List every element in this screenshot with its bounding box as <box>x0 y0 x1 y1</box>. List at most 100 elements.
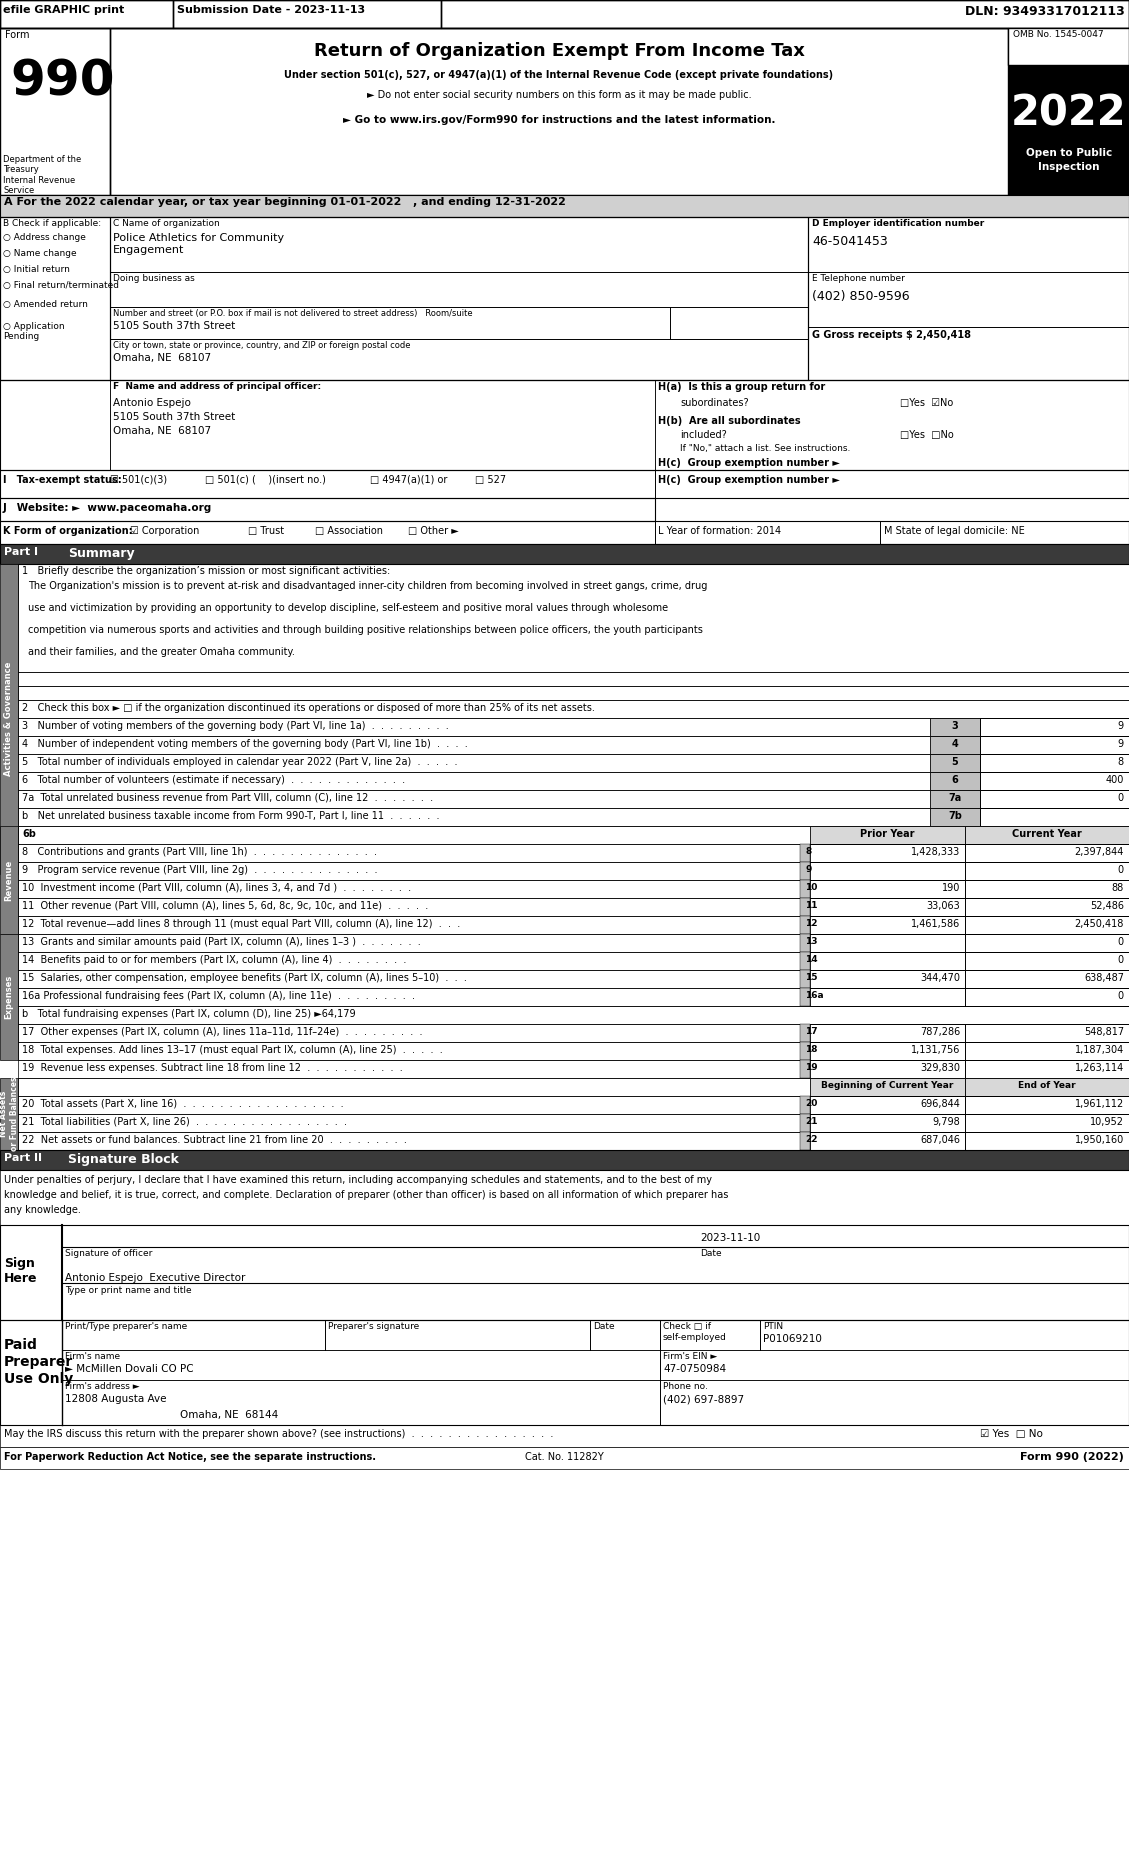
Bar <box>18 1131 1129 1150</box>
Text: Firm's address ►: Firm's address ► <box>65 1381 140 1391</box>
Bar <box>0 1077 18 1150</box>
Text: L Year of formation: 2014: L Year of formation: 2014 <box>658 526 781 537</box>
Text: 5   Total number of individuals employed in calendar year 2022 (Part V, line 2a): 5 Total number of individuals employed i… <box>21 757 457 766</box>
Bar <box>965 1096 1129 1115</box>
Bar <box>110 216 808 380</box>
Bar <box>809 1115 965 1131</box>
Bar <box>809 1023 965 1042</box>
Text: ☑ Yes  □ No: ☑ Yes □ No <box>980 1430 1043 1439</box>
Bar <box>18 1115 1129 1131</box>
Bar <box>62 1379 1129 1424</box>
Text: 5105 South 37th Street: 5105 South 37th Street <box>113 412 235 421</box>
Text: 13: 13 <box>805 938 817 947</box>
Bar <box>800 934 809 953</box>
Text: J   Website: ►  www.paceomaha.org: J Website: ► www.paceomaha.org <box>3 503 212 513</box>
Text: 2023-11-10: 2023-11-10 <box>700 1232 760 1243</box>
Text: Department of the
Treasury
Internal Revenue
Service: Department of the Treasury Internal Reve… <box>3 155 81 196</box>
Text: Prior Year: Prior Year <box>860 829 914 839</box>
Text: 5105 South 37th Street: 5105 South 37th Street <box>113 321 235 332</box>
Bar <box>18 915 1129 934</box>
Text: (402) 850-9596: (402) 850-9596 <box>812 291 910 304</box>
Text: Type or print name and title: Type or print name and title <box>65 1286 192 1295</box>
Text: 17: 17 <box>805 1027 817 1036</box>
Bar <box>809 934 965 953</box>
Text: 344,470: 344,470 <box>920 973 960 982</box>
Text: 0: 0 <box>1118 938 1124 947</box>
Text: 1,461,586: 1,461,586 <box>911 919 960 928</box>
Bar <box>809 953 965 969</box>
Text: 18: 18 <box>805 1046 817 1053</box>
Bar <box>0 0 173 28</box>
Bar <box>800 969 809 988</box>
Text: 12808 Augusta Ave: 12808 Augusta Ave <box>65 1394 166 1404</box>
Text: ► McMillen Dovali CO PC: ► McMillen Dovali CO PC <box>65 1364 194 1374</box>
Text: Signature of officer: Signature of officer <box>65 1249 152 1258</box>
Bar <box>18 934 1129 953</box>
Bar <box>809 988 965 1007</box>
Text: self-employed: self-employed <box>663 1333 727 1342</box>
Text: Here: Here <box>5 1271 37 1284</box>
Text: 4: 4 <box>952 738 959 749</box>
Bar <box>800 1042 809 1061</box>
Text: 15  Salaries, other compensation, employee benefits (Part IX, column (A), lines : 15 Salaries, other compensation, employe… <box>21 973 467 982</box>
Text: 4   Number of independent voting members of the governing body (Part VI, line 1b: 4 Number of independent voting members o… <box>21 738 467 749</box>
Text: b   Total fundraising expenses (Part IX, column (D), line 25) ►64,179: b Total fundraising expenses (Part IX, c… <box>21 1008 356 1020</box>
Text: ► Do not enter social security numbers on this form as it may be made public.: ► Do not enter social security numbers o… <box>367 89 751 101</box>
Text: 5: 5 <box>952 757 959 766</box>
Text: 46-5041453: 46-5041453 <box>812 235 887 248</box>
Bar <box>809 898 965 915</box>
Text: 548,817: 548,817 <box>1084 1027 1124 1036</box>
Text: Check □ if: Check □ if <box>663 1322 711 1331</box>
Bar <box>809 1131 965 1150</box>
Text: ○ Address change: ○ Address change <box>3 233 86 242</box>
Text: 7b: 7b <box>948 811 962 820</box>
Bar <box>800 1131 809 1150</box>
Text: efile GRAPHIC print: efile GRAPHIC print <box>3 6 124 15</box>
Text: 1,187,304: 1,187,304 <box>1075 1046 1124 1055</box>
Bar <box>18 969 1129 988</box>
Bar <box>0 470 1129 498</box>
Bar <box>800 953 809 969</box>
Bar <box>0 28 110 196</box>
Text: Date: Date <box>700 1249 721 1258</box>
Bar <box>809 1042 965 1061</box>
Bar <box>0 216 110 380</box>
Text: Number and street (or P.O. box if mail is not delivered to street address)   Roo: Number and street (or P.O. box if mail i… <box>113 309 473 319</box>
Bar <box>809 844 965 861</box>
Text: competition via numerous sports and activities and through building positive rel: competition via numerous sports and acti… <box>28 624 703 636</box>
Text: C Name of organization: C Name of organization <box>113 218 220 227</box>
Bar <box>18 673 1129 686</box>
Text: 12  Total revenue—add lines 8 through 11 (must equal Part VIII, column (A), line: 12 Total revenue—add lines 8 through 11 … <box>21 919 461 928</box>
Text: (402) 697-8897: (402) 697-8897 <box>663 1394 744 1404</box>
Bar <box>809 880 965 898</box>
Text: 2,397,844: 2,397,844 <box>1075 846 1124 857</box>
Text: 9,798: 9,798 <box>933 1117 960 1128</box>
Text: K Form of organization:: K Form of organization: <box>3 526 132 537</box>
Text: 52,486: 52,486 <box>1089 900 1124 911</box>
Bar <box>800 988 809 1007</box>
Bar <box>965 1023 1129 1042</box>
Text: Use Only: Use Only <box>5 1372 73 1387</box>
Text: 20: 20 <box>805 1100 817 1107</box>
Text: Omaha, NE  68107: Omaha, NE 68107 <box>113 427 211 436</box>
Text: Firm's name: Firm's name <box>65 1351 120 1361</box>
Text: M State of legal domicile: NE: M State of legal domicile: NE <box>884 526 1025 537</box>
Text: 8: 8 <box>805 846 812 856</box>
Bar <box>965 934 1129 953</box>
Bar <box>800 1023 809 1042</box>
Bar <box>800 1096 809 1115</box>
Bar <box>110 380 655 470</box>
Text: 22  Net assets or fund balances. Subtract line 21 from line 20  .  .  .  .  .  .: 22 Net assets or fund balances. Subtract… <box>21 1135 406 1144</box>
Bar <box>1008 28 1129 65</box>
Text: □ 527: □ 527 <box>475 475 506 485</box>
Text: 6b: 6b <box>21 829 36 839</box>
Bar <box>809 861 965 880</box>
Bar <box>0 1446 1129 1469</box>
Text: □ Association: □ Association <box>315 526 383 537</box>
Bar <box>18 953 1129 969</box>
Text: 16a Professional fundraising fees (Part IX, column (A), line 11e)  .  .  .  .  .: 16a Professional fundraising fees (Part … <box>21 992 415 1001</box>
Bar <box>980 736 1129 755</box>
Bar <box>808 216 1129 380</box>
Bar <box>930 736 980 755</box>
Bar <box>965 1115 1129 1131</box>
